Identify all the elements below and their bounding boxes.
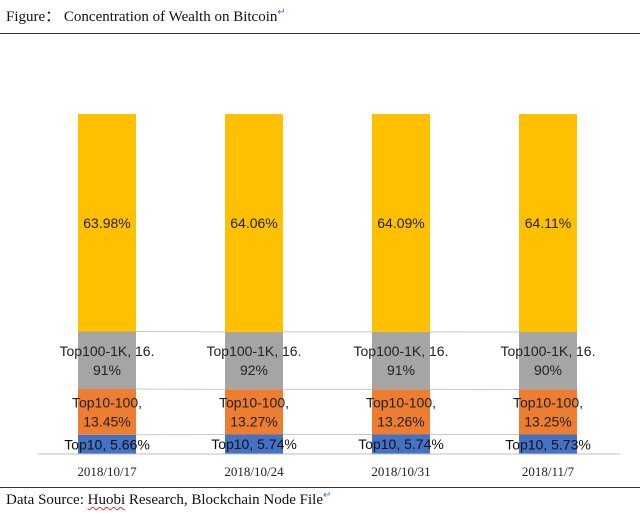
data-label-top10-100-2018-10-17: 13.45% bbox=[83, 413, 130, 429]
data-label-top100-1k-2018-11-7: Top100-1K, 16. bbox=[501, 343, 596, 359]
data-label-remaining-2018-10-24: 64.06% bbox=[230, 215, 277, 231]
bar-segment-top10-100-2018-11-7 bbox=[519, 389, 577, 435]
data-label-top100-1k-2018-10-24: 92% bbox=[240, 362, 268, 378]
data-label-remaining-2018-10-17: 63.98% bbox=[83, 215, 130, 231]
bar-segment-top10-2018-11-7 bbox=[519, 434, 577, 454]
bar-segment-top10-2018-10-17 bbox=[78, 434, 136, 454]
bottom-rule bbox=[0, 487, 640, 488]
bar-segment-top100-1k-2018-11-7 bbox=[519, 332, 577, 390]
data-source-org: Huobi bbox=[87, 492, 126, 508]
x-tick-label: 2018/10/31 bbox=[371, 464, 430, 479]
x-tick-label: 2018/10/24 bbox=[224, 464, 284, 479]
data-label-top100-1k-2018-10-31: 91% bbox=[387, 362, 415, 378]
figure-caption-text: Figure： Concentration of Wealth on Bitco… bbox=[6, 9, 278, 25]
top-rule bbox=[0, 33, 640, 34]
paragraph-mark-icon: ↵ bbox=[277, 7, 286, 18]
data-source: Data Source: Huobi Research, Blockchain … bbox=[6, 490, 331, 509]
bar-segment-top100-1k-2018-10-24 bbox=[225, 331, 283, 390]
bar-segment-top10-2018-10-24 bbox=[225, 434, 283, 454]
bar-segment-remaining-2018-10-17 bbox=[78, 114, 136, 332]
x-tick-label: 2018/11/7 bbox=[522, 464, 575, 479]
bar-segment-top10-100-2018-10-17 bbox=[78, 389, 136, 435]
bar-segment-top100-1k-2018-10-31 bbox=[372, 331, 430, 390]
bar-segment-top100-1k-2018-10-17 bbox=[78, 331, 136, 390]
bar-segment-top10-2018-10-31 bbox=[372, 434, 430, 454]
data-label-top100-1k-2018-10-17: 91% bbox=[93, 362, 121, 378]
data-label-top10-100-2018-10-17: Top10-100, bbox=[72, 394, 142, 410]
data-label-top10-100-2018-10-31: 13.26% bbox=[377, 413, 424, 429]
data-label-top10-100-2018-10-31: Top10-100, bbox=[366, 394, 436, 410]
paragraph-mark-icon: ↵ bbox=[323, 490, 332, 501]
data-label-top10-100-2018-11-7: Top10-100, bbox=[513, 394, 583, 410]
data-label-top100-1k-2018-10-17: Top100-1K, 16. bbox=[60, 343, 155, 359]
data-label-remaining-2018-10-31: 64.09% bbox=[377, 215, 424, 231]
data-label-top10-100-2018-11-7: 13.25% bbox=[524, 413, 571, 429]
bar-segment-remaining-2018-11-7 bbox=[519, 114, 577, 333]
data-label-top10-2018-11-7: Top10, 5.73% bbox=[505, 436, 591, 452]
data-label-top10-2018-10-17: Top10, 5.66% bbox=[64, 436, 150, 452]
data-label-top10-100-2018-10-24: 13.27% bbox=[230, 413, 277, 429]
bar-segment-remaining-2018-10-31 bbox=[372, 114, 430, 332]
data-label-top100-1k-2018-10-31: Top100-1K, 16. bbox=[354, 343, 449, 359]
x-tick-label: 2018/10/17 bbox=[77, 464, 137, 479]
stacked-bar-chart: Top10, 5.66% Top10-100, 13.45% Top100-1K, 1… bbox=[38, 114, 620, 479]
bar-segment-top10-100-2018-10-31 bbox=[372, 389, 430, 435]
data-source-prefix: Data Source: bbox=[6, 492, 88, 508]
figure-caption: Figure： Concentration of Wealth on Bitco… bbox=[6, 5, 286, 26]
bar-segment-remaining-2018-10-24 bbox=[225, 114, 283, 332]
data-label-remaining-2018-11-7: 64.11% bbox=[525, 215, 571, 231]
bar-segment-top10-100-2018-10-24 bbox=[225, 389, 283, 435]
data-label-top10-2018-10-31: Top10, 5.74% bbox=[358, 436, 444, 452]
data-source-rest: Research, Blockchain Node File bbox=[125, 492, 323, 508]
data-label-top100-1k-2018-10-24: Top100-1K, 16. bbox=[207, 343, 302, 359]
data-label-top100-1k-2018-11-7: 90% bbox=[534, 362, 562, 378]
data-label-top10-2018-10-24: Top10, 5.74% bbox=[211, 436, 297, 452]
data-label-top10-100-2018-10-24: Top10-100, bbox=[219, 394, 289, 410]
